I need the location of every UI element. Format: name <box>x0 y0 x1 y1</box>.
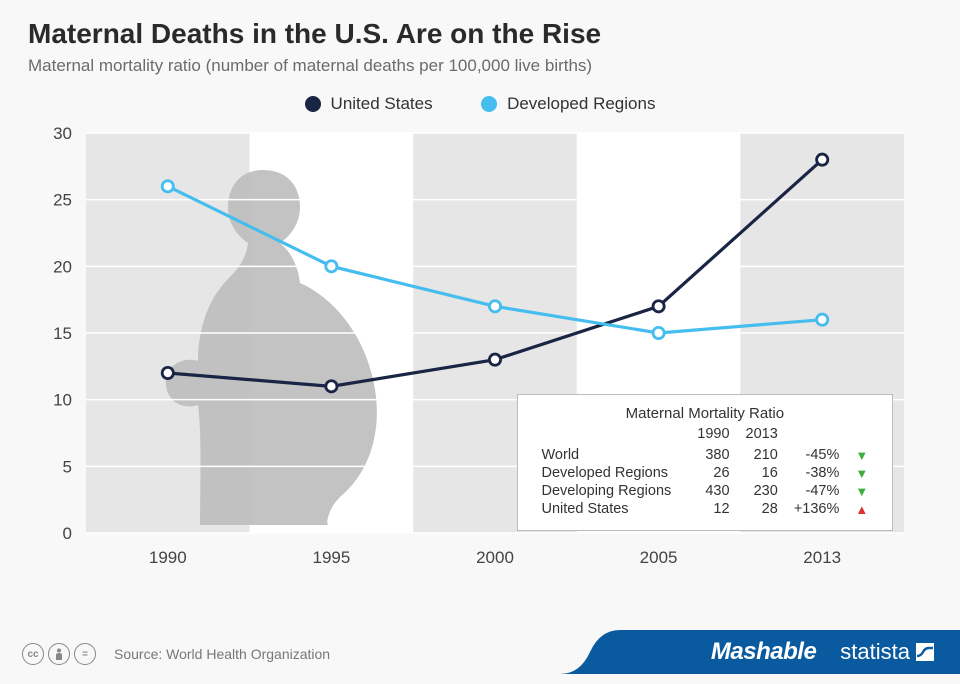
trend-arrow-icon: ▲ <box>847 500 876 518</box>
row-2013: 28 <box>738 500 786 518</box>
row-label: World <box>534 446 690 464</box>
row-pct: +136% <box>786 500 848 518</box>
statista-logo: statista <box>840 639 934 665</box>
y-tick-label: 5 <box>63 457 72 476</box>
row-1990: 12 <box>689 500 737 518</box>
data-point <box>161 179 175 193</box>
inset-table: 1990 2013 World380210-45%▼Developed Regi… <box>534 426 877 518</box>
table-row: World380210-45%▼ <box>534 446 877 464</box>
trend-arrow-icon: ▼ <box>847 464 876 482</box>
legend-marker-us <box>305 96 321 112</box>
data-point <box>815 313 829 327</box>
y-tick-label: 10 <box>53 391 72 410</box>
row-pct: -38% <box>786 464 848 482</box>
legend-item-developed: Developed Regions <box>481 94 655 114</box>
inset-title: Maternal Mortality Ratio <box>534 405 877 422</box>
cc-icon: cc <box>22 643 44 665</box>
data-point <box>652 299 666 313</box>
row-1990: 430 <box>689 482 737 500</box>
row-2013: 210 <box>738 446 786 464</box>
data-point <box>815 153 829 167</box>
row-1990: 26 <box>689 464 737 482</box>
infographic-container: Maternal Deaths in the U.S. Are on the R… <box>0 0 960 684</box>
data-table-inset: Maternal Mortality Ratio 1990 2013 World… <box>517 394 894 531</box>
row-label: United States <box>534 500 690 518</box>
y-tick-label: 25 <box>53 191 72 210</box>
row-label: Developing Regions <box>534 482 690 500</box>
data-point <box>488 299 502 313</box>
mashable-logo: Mashable <box>711 638 816 666</box>
legend-label-developed: Developed Regions <box>507 94 655 114</box>
inset-col-2013: 2013 <box>738 426 786 446</box>
table-row: Developing Regions430230-47%▼ <box>534 482 877 500</box>
data-point <box>652 326 666 340</box>
page-subtitle: Maternal mortality ratio (number of mate… <box>28 56 932 76</box>
table-row: Developed Regions2616-38%▼ <box>534 464 877 482</box>
table-row: United States1228+136%▲ <box>534 500 877 518</box>
cc-nd-icon: = <box>74 643 96 665</box>
trend-arrow-icon: ▼ <box>847 482 876 500</box>
trend-arrow-icon: ▼ <box>847 446 876 464</box>
data-point <box>488 353 502 367</box>
cc-license-icons: cc = <box>22 643 96 665</box>
data-point <box>324 379 338 393</box>
brand-strip: Mashable statista <box>711 630 960 674</box>
row-2013: 230 <box>738 482 786 500</box>
source-text: Source: World Health Organization <box>114 646 330 662</box>
chart-area: 0 5 10 15 20 25 30 1990 1995 2000 2005 2013 Materna… <box>28 125 920 585</box>
row-pct: -45% <box>786 446 848 464</box>
y-tick-label: 20 <box>53 257 72 276</box>
row-1990: 380 <box>689 446 737 464</box>
y-tick-label: 15 <box>53 324 72 343</box>
inset-col-1990: 1990 <box>689 426 737 446</box>
header: Maternal Deaths in the U.S. Are on the R… <box>0 0 960 84</box>
y-tick-label: 0 <box>63 524 72 543</box>
x-tick-label: 2000 <box>476 548 514 567</box>
chart-legend: United States Developed Regions <box>0 84 960 121</box>
row-2013: 16 <box>738 464 786 482</box>
x-tick-label: 1990 <box>149 548 187 567</box>
row-pct: -47% <box>786 482 848 500</box>
cc-by-icon <box>48 643 70 665</box>
x-tick-label: 2005 <box>640 548 678 567</box>
y-tick-label: 30 <box>53 125 72 143</box>
data-point <box>161 366 175 380</box>
row-label: Developed Regions <box>534 464 690 482</box>
page-title: Maternal Deaths in the U.S. Are on the R… <box>28 18 932 50</box>
legend-label-us: United States <box>331 94 433 114</box>
x-tick-label: 1995 <box>312 548 350 567</box>
legend-item-us: United States <box>305 94 433 114</box>
footer: cc = Source: World Health Organization M… <box>0 624 960 684</box>
statista-wave-icon <box>916 643 934 661</box>
legend-marker-developed <box>481 96 497 112</box>
data-point <box>324 259 338 273</box>
x-tick-label: 2013 <box>803 548 841 567</box>
